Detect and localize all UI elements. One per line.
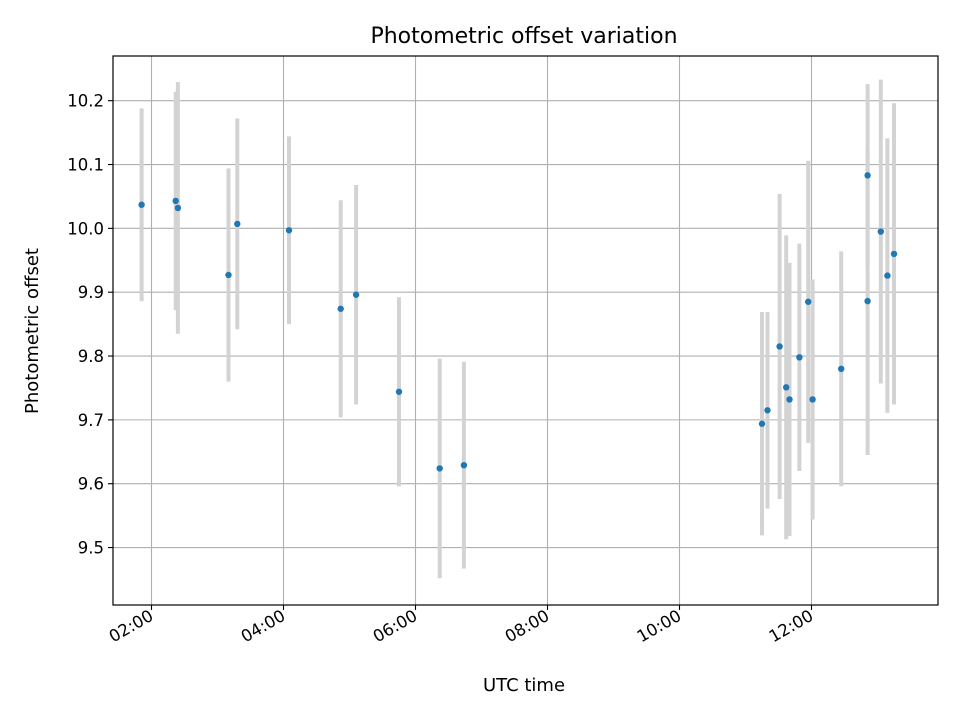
data-point — [337, 305, 344, 312]
data-point — [352, 291, 360, 298]
data-point — [809, 396, 816, 403]
x-axis-label: UTC time — [483, 675, 565, 696]
y-tick-label: 10.2 — [67, 92, 104, 111]
y-axis: 9.5 9.6 9.7 9.8 9.9 10.0 10.1 10.2 — [67, 92, 113, 558]
data-points — [138, 172, 898, 472]
data-point — [890, 250, 898, 258]
y-tick-label: 10.0 — [67, 219, 104, 238]
y-tick-label: 9.5 — [78, 539, 104, 558]
x-tick-label: 08:00 — [502, 606, 553, 646]
data-point — [758, 420, 766, 427]
data-point — [877, 228, 884, 235]
data-point — [225, 271, 232, 279]
y-tick-label: 9.7 — [78, 411, 104, 430]
x-axis: 02:00 04:00 06:00 08:00 10:00 12:00 — [106, 605, 817, 646]
y-tick-label: 10.1 — [67, 156, 104, 175]
data-point — [786, 396, 793, 403]
data-point — [783, 384, 790, 391]
x-tick-label: 02:00 — [106, 606, 157, 646]
x-tick-label: 12:00 — [766, 606, 817, 646]
error-bars — [139, 79, 896, 579]
data-point — [776, 343, 783, 350]
data-point — [174, 204, 182, 212]
x-tick-label: 04:00 — [238, 606, 289, 646]
data-point — [864, 297, 871, 305]
y-axis-label: Photometric offset — [22, 248, 43, 414]
data-point — [285, 227, 293, 234]
data-point — [796, 354, 803, 361]
x-tick-label: 10:00 — [634, 606, 685, 646]
data-point — [764, 407, 771, 414]
data-point — [436, 465, 443, 472]
data-point — [864, 172, 871, 179]
data-point — [395, 388, 403, 395]
plot-frame — [112, 55, 939, 606]
y-tick-label: 9.9 — [78, 283, 104, 302]
x-tick-label: 06:00 — [370, 606, 421, 646]
data-point — [884, 272, 891, 279]
chart-title: Photometric offset variation — [370, 24, 677, 49]
y-tick-label: 9.8 — [78, 347, 104, 366]
data-point — [172, 197, 179, 205]
data-point — [838, 365, 845, 373]
data-point — [138, 201, 145, 208]
data-point — [805, 298, 812, 305]
y-tick-label: 9.6 — [78, 475, 104, 494]
data-point — [460, 461, 468, 469]
data-point — [234, 220, 241, 228]
